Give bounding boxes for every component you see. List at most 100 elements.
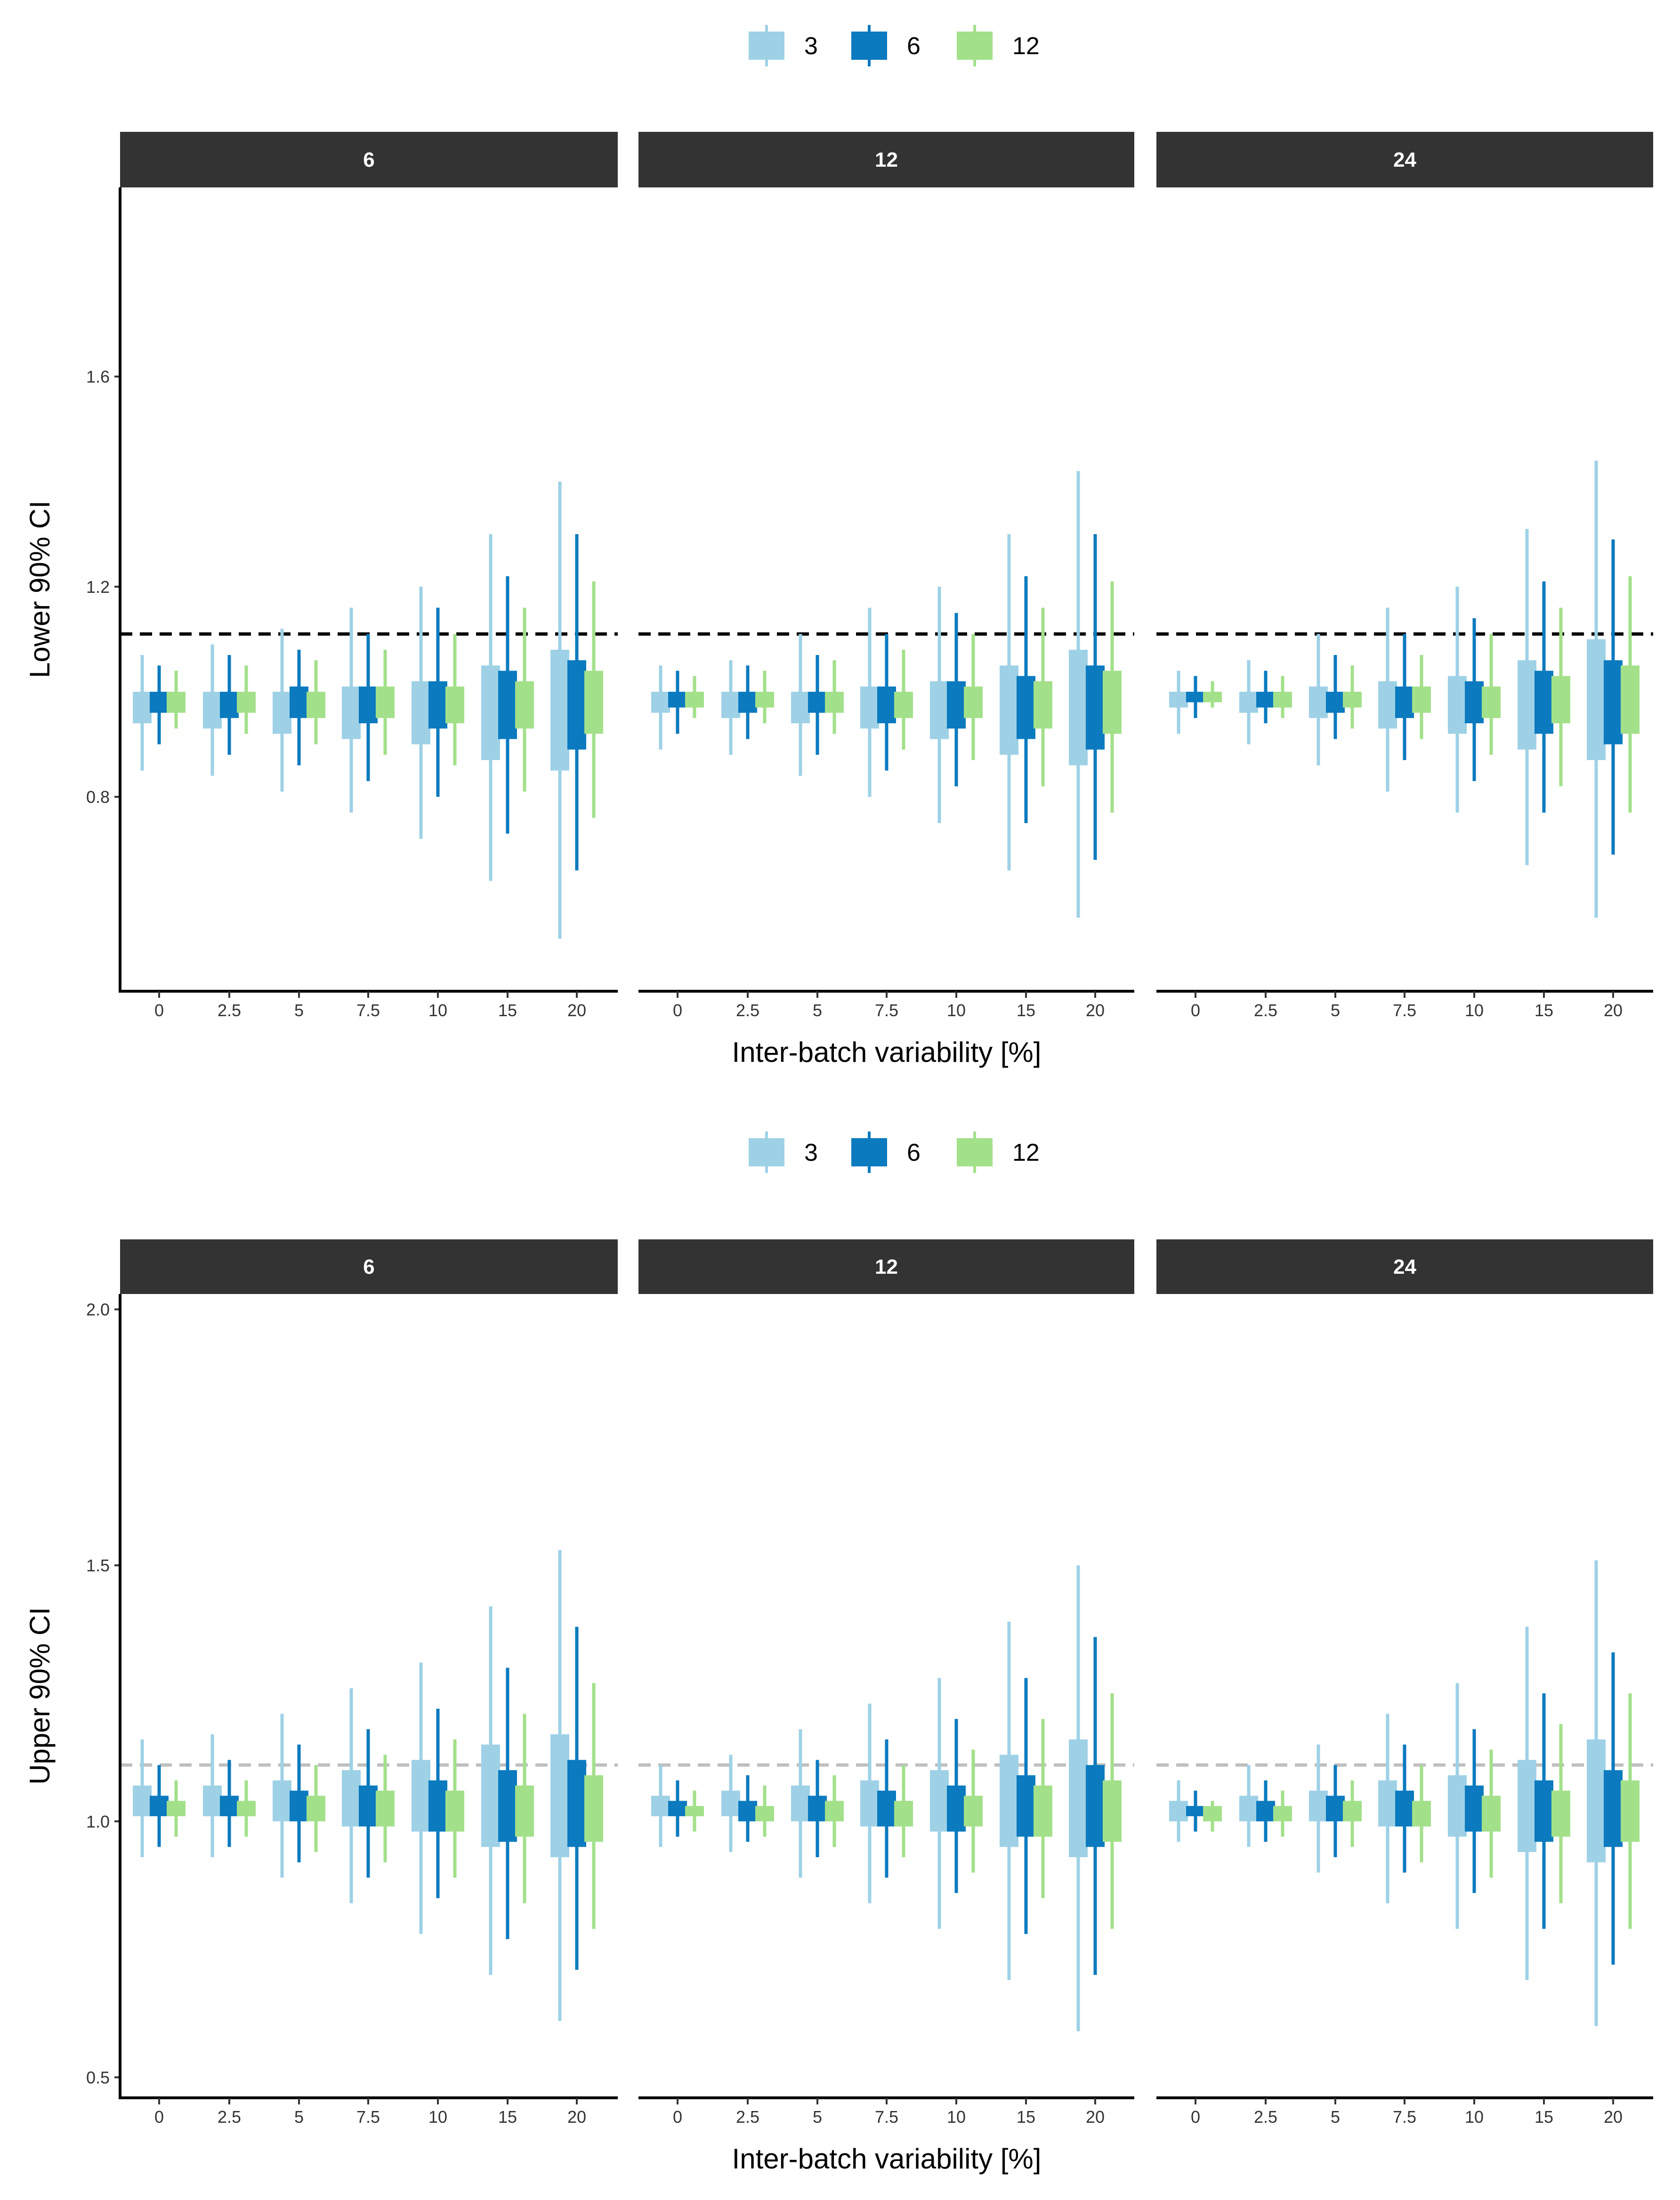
box-3 [342, 1770, 361, 1827]
box-12 [167, 1801, 186, 1817]
x-tick-label: 20 [1086, 1001, 1105, 1020]
box-12 [1103, 1780, 1122, 1842]
box-6 [1086, 665, 1105, 750]
box-6 [1535, 1780, 1553, 1842]
box-12 [825, 692, 844, 713]
x-tick-label: 10 [428, 1001, 447, 1020]
box-12 [685, 692, 704, 708]
box-12 [445, 686, 464, 723]
box-12 [1103, 671, 1122, 734]
box-6 [1186, 692, 1205, 703]
box-3 [791, 692, 810, 723]
box-6 [150, 1796, 169, 1817]
box-6 [738, 692, 757, 713]
x-tick-label: 5 [294, 2107, 304, 2127]
box-6 [1256, 1801, 1275, 1821]
facet-strip-label: 24 [1393, 148, 1416, 171]
box-6 [150, 692, 169, 713]
box-6 [1465, 681, 1484, 723]
box-12 [445, 1790, 464, 1832]
box-6 [1465, 1785, 1484, 1832]
box-12 [825, 1801, 844, 1821]
x-tick-label: 15 [1535, 2107, 1553, 2127]
box-12 [307, 692, 325, 718]
box-3 [1378, 681, 1397, 729]
box-3 [203, 692, 222, 729]
x-tick-label: 0 [154, 2107, 164, 2127]
x-tick-label: 7.5 [875, 2107, 898, 2127]
box-6 [808, 692, 827, 713]
box-3 [1169, 1801, 1188, 1821]
box-12 [755, 1806, 774, 1821]
x-tick-label: 15 [1017, 1001, 1035, 1020]
box-6 [498, 1770, 517, 1842]
upper-y-axis-title: Upper 90% CI [24, 1607, 56, 1785]
x-tick-label: 2.5 [218, 1001, 241, 1020]
upper-figure: 3 6 12 Upper 90% CI Inter-batch variability … [24, 1132, 1653, 2175]
lower-y-tick-label: 1.2 [86, 577, 110, 597]
x-tick-label: 15 [498, 2107, 517, 2127]
box-3 [651, 692, 670, 713]
facet-strip-label: 12 [875, 148, 898, 171]
box-3 [721, 1790, 740, 1817]
legend-key-whisker-12 [973, 1132, 976, 1173]
lower-y-tick-label: 0.8 [86, 787, 110, 807]
box-12 [1621, 1780, 1640, 1842]
x-tick-label: 5 [1331, 2107, 1340, 2127]
box-12 [1203, 692, 1222, 703]
x-tick-label: 15 [498, 1001, 517, 1020]
x-tick-label: 7.5 [356, 1001, 380, 1020]
box-3 [550, 1734, 569, 1857]
box-12 [515, 1785, 534, 1837]
box-12 [307, 1796, 325, 1821]
box-3 [412, 1760, 430, 1832]
box-3 [1518, 1760, 1536, 1852]
lower-figure: 3 6 12 Lower 90% CI Inter-batch variability … [24, 25, 1653, 1068]
lower-panel-24: 24 0 2.5 5 7.5 10 15 20 [1156, 132, 1653, 1020]
box-6 [567, 1760, 586, 1847]
box-3 [133, 1785, 152, 1817]
x-tick-label: 7.5 [1393, 2107, 1416, 2127]
legend-key-whisker-3 [765, 1132, 768, 1173]
legend-label-3: 3 [804, 32, 818, 60]
box-6 [1604, 660, 1623, 744]
box-3 [1448, 676, 1467, 734]
box-6 [1017, 1775, 1035, 1837]
box-6 [359, 1785, 378, 1827]
x-tick-label: 20 [567, 2107, 586, 2127]
box-12 [894, 1801, 913, 1827]
box-3 [1309, 1790, 1328, 1821]
box-12 [1621, 665, 1640, 734]
box-12 [1482, 1796, 1501, 1832]
box-12 [685, 1806, 704, 1817]
x-tick-label: 2.5 [218, 2107, 241, 2127]
x-tick-label: 7.5 [1393, 1001, 1416, 1020]
box-3 [1169, 692, 1188, 708]
x-tick-label: 2.5 [1254, 2107, 1277, 2127]
upper-panel-24: 24 0 2.5 5 7.5 10 15 20 [1156, 1239, 1653, 2127]
box-12 [1551, 1790, 1570, 1837]
box-3 [930, 1770, 949, 1832]
lower-y-tick-label: 1.6 [86, 367, 110, 387]
x-tick-label: 15 [1535, 1001, 1553, 1020]
legend-label-12: 12 [1012, 1139, 1040, 1166]
x-tick-label: 7.5 [875, 1001, 898, 1020]
box-6 [1086, 1765, 1105, 1847]
box-12 [964, 686, 983, 718]
upper-legend: 3 6 12 [749, 1132, 1040, 1173]
legend-key-whisker-6 [868, 25, 871, 66]
legend-key-whisker-12 [973, 25, 976, 66]
facet-strip [120, 132, 618, 187]
legend-label-3: 3 [804, 1139, 818, 1166]
legend-label-6: 6 [907, 1139, 921, 1166]
box-6 [498, 671, 517, 739]
upper-y-tick-label: 2.0 [86, 1300, 110, 1319]
box-12 [1203, 1806, 1222, 1821]
x-tick-label: 10 [428, 2107, 447, 2127]
box-3 [203, 1785, 222, 1817]
upper-x-axis-title: Inter-batch variability [%] [732, 2143, 1042, 2175]
box-3 [1448, 1775, 1467, 1837]
box-6 [359, 686, 378, 723]
box-12 [237, 692, 256, 713]
x-tick-label: 0 [154, 1001, 164, 1020]
